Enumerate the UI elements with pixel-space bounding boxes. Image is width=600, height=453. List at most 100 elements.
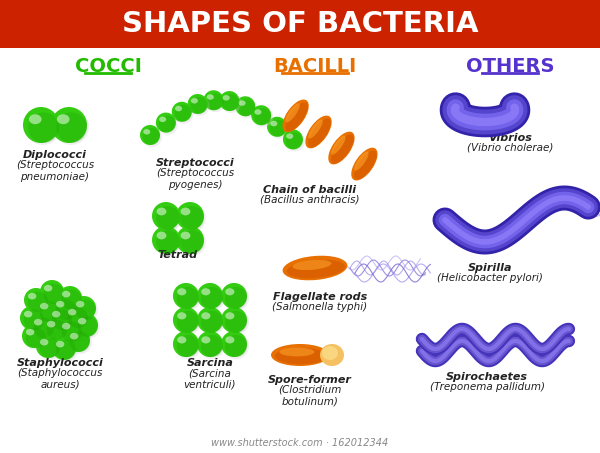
Circle shape [180,230,204,254]
Ellipse shape [181,207,190,215]
Text: Vibrios: Vibrios [488,133,532,143]
Ellipse shape [177,336,187,343]
Ellipse shape [52,311,61,318]
Ellipse shape [175,106,182,111]
Circle shape [251,105,271,125]
Circle shape [36,298,60,322]
Circle shape [152,202,180,230]
Circle shape [26,328,46,348]
Circle shape [283,130,303,149]
Circle shape [235,96,255,116]
Circle shape [76,299,96,320]
Circle shape [36,334,60,358]
Ellipse shape [57,114,70,124]
Circle shape [191,97,208,114]
Ellipse shape [158,115,178,135]
Ellipse shape [154,228,182,256]
Circle shape [156,230,180,254]
Circle shape [77,317,98,337]
Ellipse shape [175,285,201,311]
Ellipse shape [269,119,289,139]
Ellipse shape [56,341,64,347]
Ellipse shape [28,293,37,299]
Ellipse shape [223,95,230,101]
Circle shape [58,318,82,342]
Ellipse shape [26,290,50,314]
Ellipse shape [201,312,211,319]
Ellipse shape [293,260,331,270]
Ellipse shape [223,285,249,311]
Ellipse shape [143,129,151,135]
Circle shape [44,284,64,304]
Ellipse shape [68,330,92,354]
Ellipse shape [201,336,211,343]
Ellipse shape [199,309,225,335]
Circle shape [267,117,287,137]
Ellipse shape [24,326,48,350]
Circle shape [52,336,76,360]
Circle shape [197,331,223,357]
Ellipse shape [47,321,55,328]
Circle shape [56,340,76,360]
Circle shape [48,306,72,330]
Circle shape [225,335,247,357]
Ellipse shape [178,204,206,232]
Ellipse shape [29,114,41,124]
Circle shape [172,102,192,122]
Ellipse shape [226,288,235,295]
Ellipse shape [286,102,308,131]
Circle shape [197,283,223,309]
Ellipse shape [42,282,66,306]
Ellipse shape [271,121,277,126]
Text: OTHERS: OTHERS [466,58,554,77]
Text: (Salmonella typhi): (Salmonella typhi) [272,302,368,312]
Text: Staphylococci: Staphylococci [17,358,103,368]
Circle shape [40,280,64,304]
Circle shape [62,289,82,310]
Ellipse shape [320,344,344,366]
Circle shape [221,307,247,333]
Circle shape [72,296,96,320]
Text: SHAPES OF BACTERIA: SHAPES OF BACTERIA [122,10,478,38]
Circle shape [156,206,180,230]
Text: COCCI: COCCI [74,58,142,77]
Circle shape [173,307,199,333]
Ellipse shape [62,291,70,298]
Ellipse shape [38,300,62,324]
Circle shape [47,320,67,340]
Circle shape [30,314,54,338]
Circle shape [238,99,255,116]
Circle shape [43,316,67,340]
Ellipse shape [54,338,78,362]
Ellipse shape [199,333,225,359]
Ellipse shape [331,135,346,154]
Circle shape [62,322,82,342]
Ellipse shape [53,109,89,145]
Circle shape [24,288,48,312]
Ellipse shape [175,309,201,335]
Ellipse shape [308,120,323,139]
Circle shape [159,116,176,133]
Ellipse shape [40,339,49,346]
Ellipse shape [178,228,206,256]
Ellipse shape [351,148,377,180]
Ellipse shape [175,333,201,359]
Text: (Clostridium
botulinum): (Clostridium botulinum) [278,385,341,407]
Ellipse shape [24,311,32,318]
Ellipse shape [283,100,309,132]
Ellipse shape [78,318,86,324]
Bar [0,0,600,48]
Ellipse shape [181,231,190,239]
Circle shape [52,309,72,330]
Ellipse shape [70,333,79,339]
Circle shape [176,202,204,230]
Ellipse shape [56,301,64,308]
Ellipse shape [62,323,70,329]
Ellipse shape [328,132,355,164]
Ellipse shape [221,93,241,113]
Ellipse shape [354,150,377,180]
Circle shape [206,93,224,110]
Ellipse shape [271,344,329,366]
Ellipse shape [237,98,257,118]
Ellipse shape [253,107,273,127]
